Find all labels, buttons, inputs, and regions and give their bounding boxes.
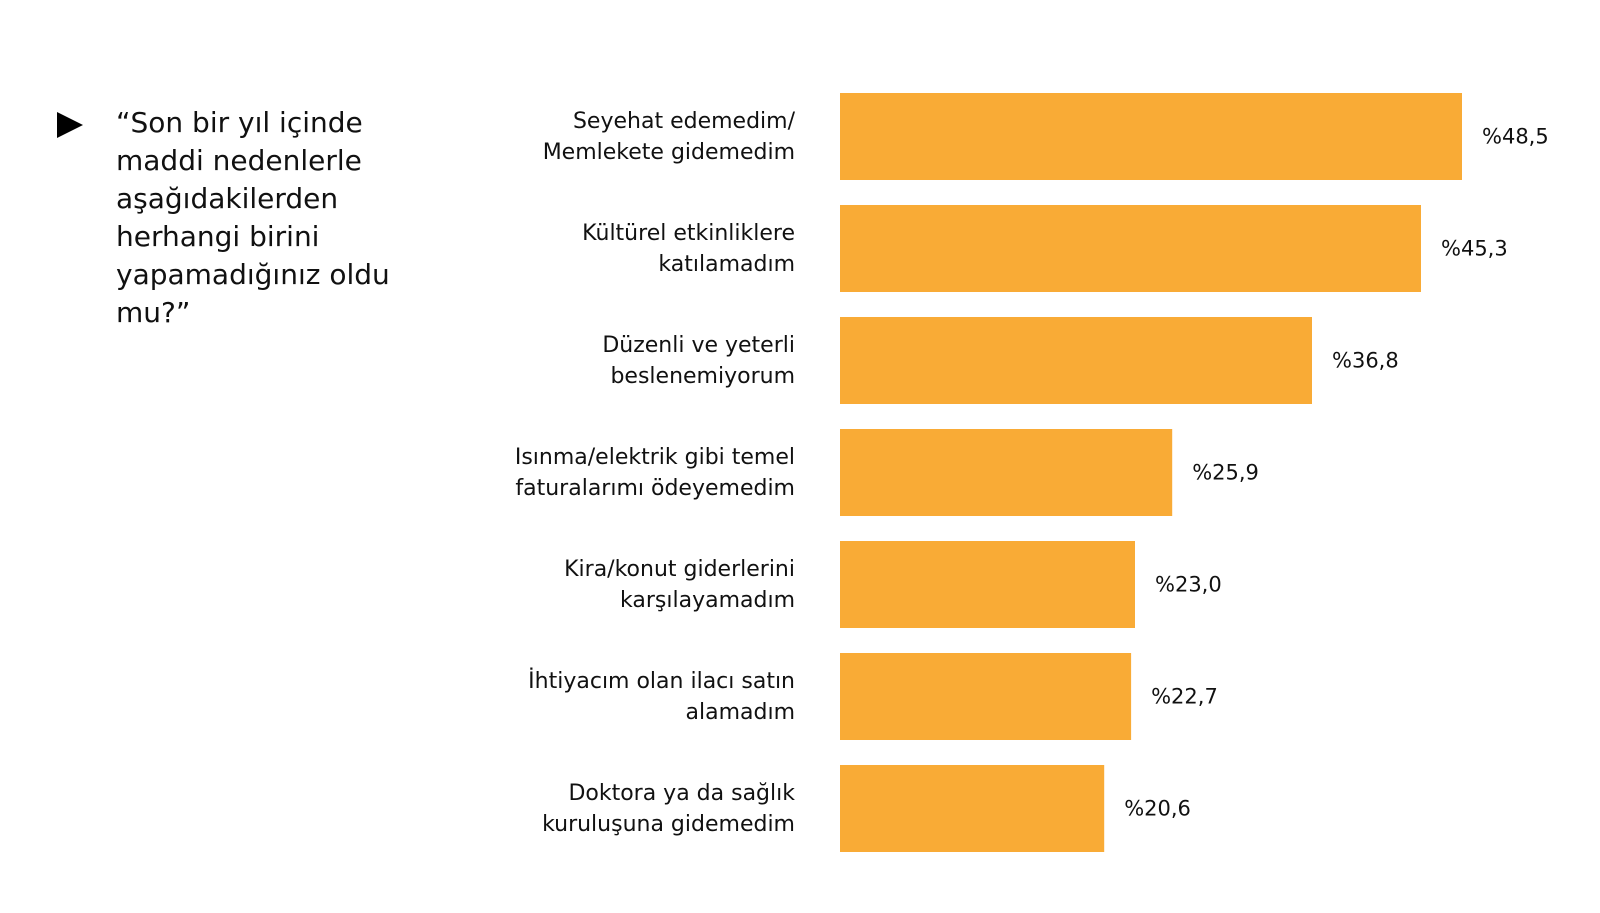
value-label-3: %36,8	[1332, 349, 1399, 373]
bar-7	[840, 765, 1105, 852]
right-triangle-icon	[57, 112, 83, 138]
category-label-line: Kira/konut giderlerini	[564, 557, 795, 582]
value-label-6: %22,7	[1151, 685, 1218, 709]
value-label-1: %48,5	[1482, 125, 1549, 149]
bar-6	[840, 653, 1132, 740]
bar-5	[840, 541, 1135, 628]
category-label-3: Düzenli ve yeterli beslenemiyorum	[602, 333, 795, 389]
value-label-5: %23,0	[1155, 573, 1222, 597]
category-label-line: faturalarımı ödeyemedim	[515, 476, 795, 501]
category-label-line: Kültürel etkinliklere	[582, 221, 795, 246]
category-label-line: beslenemiyorum	[610, 364, 795, 389]
category-label-line: Düzenli ve yeterli	[602, 333, 795, 358]
bar-4	[840, 429, 1173, 516]
category-label-line: İhtiyacım olan ilacı satın	[528, 668, 795, 694]
value-label-4: %25,9	[1192, 461, 1259, 485]
bar-3	[840, 317, 1312, 404]
category-label-line: Seyehat edemedim/	[573, 109, 796, 134]
category-label-line: katılamadım	[658, 252, 795, 277]
question-text: “Son bir yıl içinde maddi nedenlerle aşa…	[116, 106, 399, 329]
category-label-line: karşılayamadım	[620, 588, 795, 613]
value-label-7: %20,6	[1124, 797, 1191, 821]
category-label-line: kuruluşuna gidemedim	[542, 812, 795, 837]
category-label-line: Isınma/elektrik gibi temel	[515, 445, 795, 470]
bar-1	[840, 93, 1462, 180]
category-label-7: Doktora ya da sağlık kuruluşuna gidemedim	[542, 781, 795, 837]
category-label-line: alamadım	[686, 700, 796, 725]
category-label-1: Seyehat edemedim/Memlekete gidemedim	[543, 109, 796, 165]
category-label-line: Doktora ya da sağlık	[568, 781, 795, 806]
category-label-2: Kültürel etkinliklere katılamadım	[582, 221, 795, 277]
category-label-5: Kira/konut giderlerini karşılayamadım	[564, 557, 795, 613]
category-label-4: Isınma/elektrik gibi temel faturalarımı ö…	[515, 445, 795, 501]
bar-2	[840, 205, 1421, 292]
category-label-line: Memlekete gidemedim	[543, 140, 795, 165]
value-label-2: %45,3	[1441, 237, 1508, 261]
category-label-6: İhtiyacım olan ilacı satın alamadım	[528, 668, 795, 725]
